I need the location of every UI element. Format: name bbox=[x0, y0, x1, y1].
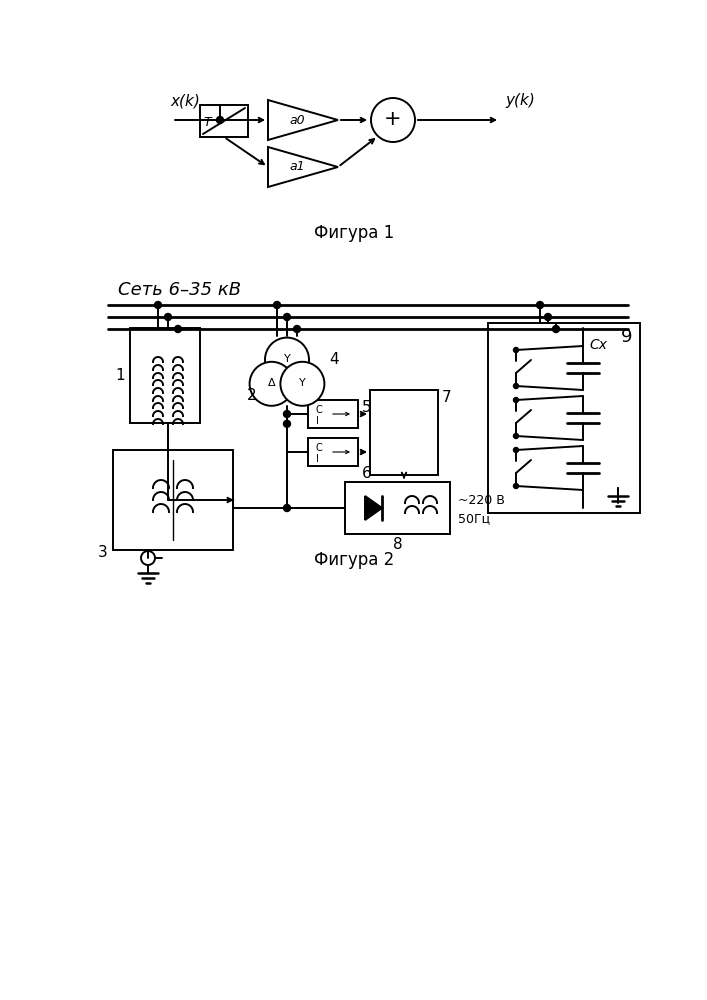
Text: I: I bbox=[316, 416, 319, 426]
Circle shape bbox=[513, 383, 518, 388]
Text: x(k): x(k) bbox=[170, 93, 200, 108]
Text: Δ: Δ bbox=[268, 378, 276, 388]
Bar bbox=[130, 328, 200, 423]
Bar bbox=[370, 390, 438, 475]
Circle shape bbox=[250, 362, 293, 406]
Circle shape bbox=[284, 420, 291, 427]
Circle shape bbox=[265, 338, 309, 382]
Text: 3: 3 bbox=[98, 545, 108, 560]
Text: 2: 2 bbox=[247, 388, 257, 403]
Text: a0: a0 bbox=[289, 113, 305, 126]
Circle shape bbox=[513, 434, 518, 438]
Text: 1: 1 bbox=[115, 368, 125, 383]
Text: Фигура 1: Фигура 1 bbox=[314, 224, 394, 242]
Circle shape bbox=[552, 326, 559, 332]
Text: Фигура 2: Фигура 2 bbox=[314, 551, 394, 569]
Circle shape bbox=[155, 302, 161, 308]
Text: Сеть 6–35 кВ: Сеть 6–35 кВ bbox=[118, 281, 241, 299]
Text: a1: a1 bbox=[289, 160, 305, 174]
Text: 9: 9 bbox=[621, 328, 632, 346]
Text: y(k): y(k) bbox=[505, 93, 535, 108]
Bar bbox=[113, 450, 233, 550]
Text: Y: Y bbox=[299, 378, 305, 388]
Bar bbox=[200, 105, 248, 137]
Text: 5: 5 bbox=[362, 400, 372, 415]
Circle shape bbox=[284, 314, 291, 320]
Text: Y: Y bbox=[284, 354, 291, 364]
Circle shape bbox=[537, 302, 544, 308]
Text: 7: 7 bbox=[442, 390, 452, 405]
Text: 8: 8 bbox=[392, 537, 402, 552]
Circle shape bbox=[513, 348, 518, 353]
Text: 4: 4 bbox=[329, 352, 339, 367]
Bar bbox=[488, 323, 640, 513]
Text: I: I bbox=[316, 454, 319, 464]
Circle shape bbox=[175, 326, 182, 332]
Text: +: + bbox=[384, 109, 402, 129]
Circle shape bbox=[281, 362, 325, 406]
Circle shape bbox=[513, 397, 518, 402]
Text: 50Гц: 50Гц bbox=[458, 512, 490, 525]
Bar bbox=[308, 400, 358, 428]
Text: 6: 6 bbox=[362, 466, 372, 481]
Circle shape bbox=[513, 484, 518, 488]
Circle shape bbox=[216, 116, 223, 123]
Text: T: T bbox=[203, 115, 211, 128]
Text: ~220 В: ~220 В bbox=[458, 494, 505, 507]
Text: C: C bbox=[316, 405, 323, 415]
Text: C: C bbox=[316, 443, 323, 453]
Circle shape bbox=[284, 410, 291, 418]
Circle shape bbox=[284, 504, 291, 512]
Circle shape bbox=[165, 314, 172, 320]
Polygon shape bbox=[365, 496, 382, 520]
Circle shape bbox=[274, 302, 281, 308]
Circle shape bbox=[513, 448, 518, 452]
Circle shape bbox=[293, 326, 300, 332]
Text: Cx: Cx bbox=[589, 338, 607, 352]
Bar bbox=[345, 482, 450, 534]
Circle shape bbox=[544, 314, 551, 320]
Bar bbox=[308, 438, 358, 466]
